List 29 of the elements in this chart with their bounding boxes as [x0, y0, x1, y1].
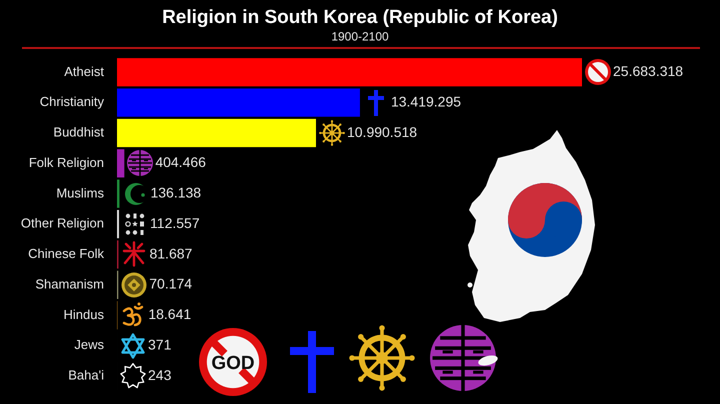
data-label: 18.641 — [148, 306, 192, 322]
y-tick-label: Buddhist — [53, 124, 104, 140]
data-label: 112.557 — [150, 214, 200, 231]
bar — [117, 118, 316, 148]
data-label: 243 — [148, 366, 172, 383]
bar — [117, 88, 360, 117]
data-label: 371 — [148, 336, 172, 352]
y-tick-label: Shamanism — [35, 276, 104, 292]
y-tick-label: Chinese Folk — [28, 246, 104, 262]
data-label: 136.138 — [150, 184, 202, 201]
data-label: 81.687 — [149, 245, 193, 262]
chart-title: Religion in South Korea (Republic of Korea) — [162, 7, 558, 28]
y-tick-label: Hindus — [64, 306, 104, 322]
y-tick-label: Other Religion — [20, 216, 104, 231]
y-tick-label: Folk Religion — [28, 154, 104, 170]
bar — [117, 149, 124, 178]
data-label: 13.419.295 — [390, 93, 462, 110]
y-tick-label: Jews — [74, 337, 104, 352]
y-tick-label: Muslims — [56, 185, 104, 200]
y-tick-label: Baha'i — [68, 368, 104, 383]
data-label: 70.174 — [149, 276, 192, 292]
chart-subtitle: 1900-2100 — [331, 29, 390, 44]
bar — [117, 58, 582, 86]
y-tick-label: Christianity — [40, 94, 104, 110]
data-label: 404.466 — [155, 154, 206, 170]
y-tick-label: Atheist — [64, 64, 104, 79]
data-label: 10.990.518 — [346, 124, 418, 140]
annotation: GOD — [211, 353, 255, 374]
data-label: 25.683.318 — [613, 63, 684, 80]
